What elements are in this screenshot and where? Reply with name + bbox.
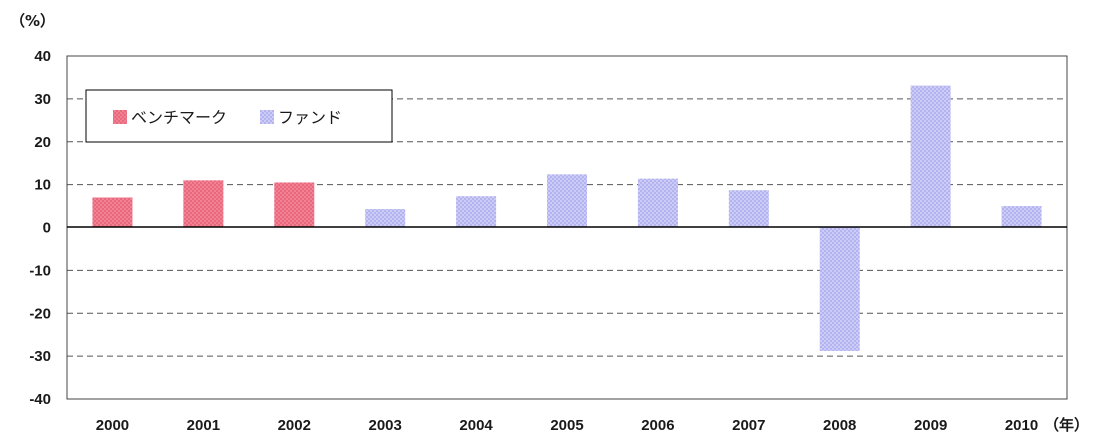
x-tick-label: 2000 (96, 417, 129, 434)
bar-2000 (92, 197, 133, 228)
bar-2005 (547, 174, 587, 228)
x-unit-label: （年） (1044, 416, 1089, 434)
y-tick-label: 10 (34, 177, 51, 194)
x-axis-ticks: 2000 2001 2002 2003 2004 2005 2006 2007 2008 2009… (96, 417, 1038, 434)
x-tick-label: 2008 (823, 417, 856, 434)
legend-swatch-benchmark (113, 110, 127, 124)
y-tick-label: -30 (29, 348, 51, 365)
bar-2004 (456, 196, 497, 228)
legend-box (85, 89, 393, 143)
y-tick-label: 30 (34, 91, 51, 108)
x-tick-label: 2010 (1005, 417, 1038, 434)
bar-2006 (637, 178, 678, 228)
legend: ベンチマーク ファンド (85, 89, 393, 143)
bar-2003 (365, 209, 406, 228)
x-tick-label: 2003 (368, 417, 401, 434)
bar-2010 (1001, 206, 1042, 228)
y-unit-label: （%） (10, 12, 55, 30)
x-tick-label: 2005 (550, 417, 583, 434)
x-tick-label: 2002 (278, 417, 311, 434)
y-tick-label: 40 (34, 48, 51, 65)
legend-label-benchmark: ベンチマーク (131, 108, 227, 127)
bar-2002 (274, 182, 315, 228)
x-tick-label: 2001 (187, 417, 220, 434)
y-tick-label: 0 (43, 220, 51, 237)
y-tick-label: 20 (34, 134, 51, 151)
y-axis-ticks: -40 -30 -20 -10 0 10 20 30 40 (29, 48, 51, 408)
x-tick-label: 2007 (732, 417, 765, 434)
y-tick-label: -40 (29, 391, 51, 408)
bar-2009 (910, 85, 951, 228)
legend-swatch-fund (260, 110, 274, 124)
bar-2001 (183, 180, 224, 228)
bar-2008 (819, 227, 860, 351)
bars (92, 85, 1042, 351)
y-tick-label: -10 (29, 262, 51, 279)
y-tick-label: -20 (29, 305, 51, 322)
bar-2007 (728, 190, 769, 228)
legend-label-fund: ファンド (278, 108, 342, 127)
x-tick-label: 2004 (459, 417, 493, 434)
x-tick-label: 2006 (641, 417, 674, 434)
x-tick-label: 2009 (914, 417, 947, 434)
